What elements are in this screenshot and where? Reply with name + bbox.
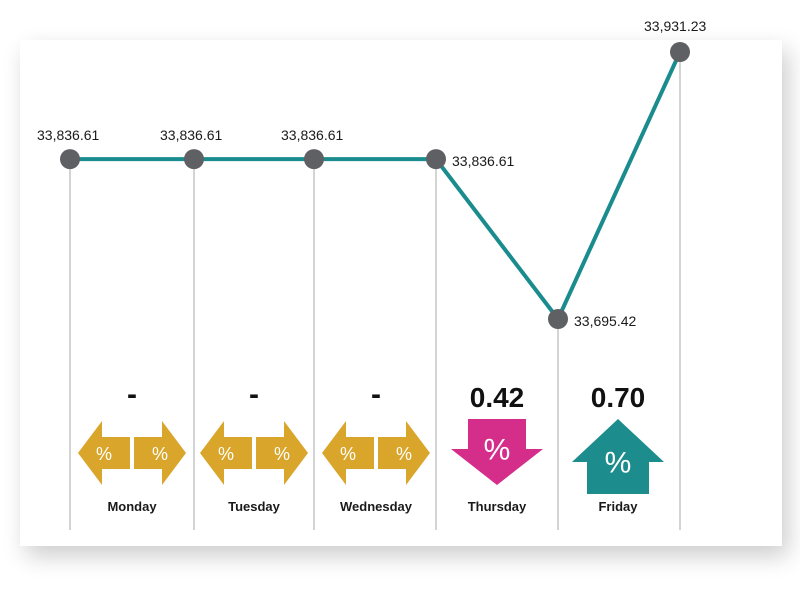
- change-block-tuesday: -% % Tuesday: [200, 378, 308, 514]
- data-label-5: 33,695.42: [574, 313, 636, 329]
- percent-symbol: %: [340, 444, 356, 464]
- left-arrow-shape: [322, 421, 374, 485]
- data-label-3: 33,836.61: [281, 127, 343, 143]
- percent-symbol: %: [218, 444, 234, 464]
- data-label-2: 33,836.61: [160, 127, 222, 143]
- unchanged-arrows-icon: %%: [78, 421, 186, 485]
- percent-symbol: %: [605, 447, 632, 480]
- day-label: Thursday: [468, 499, 527, 514]
- change-block-monday: -% % Monday: [78, 378, 186, 514]
- down-arrow-shape: [451, 419, 543, 485]
- data-point-1: [60, 149, 80, 170]
- data-point-6: [670, 41, 690, 62]
- data-point-3: [304, 149, 324, 170]
- data-label-4: 33,836.61: [452, 153, 514, 169]
- series-line: [68, 49, 682, 321]
- right-arrow-shape: [256, 421, 308, 485]
- percent-symbol: %: [274, 444, 290, 464]
- day-label: Wednesday: [340, 499, 413, 514]
- data-label-6: 33,931.23: [644, 18, 706, 34]
- change-value: -: [249, 378, 259, 411]
- percent-symbol: %: [96, 444, 112, 464]
- data-point-4: [426, 149, 446, 170]
- change-value: -: [127, 378, 137, 411]
- day-label: Friday: [598, 499, 638, 514]
- up-arrow-shape: [572, 419, 664, 494]
- percent-symbol: %: [396, 444, 412, 464]
- change-block-wednesday: -% % Wednesday: [322, 378, 430, 514]
- percent-symbol: %: [152, 444, 168, 464]
- up-arrow-icon: %: [572, 419, 664, 494]
- down-arrow-icon: %: [451, 419, 543, 485]
- left-arrow-shape: [200, 421, 252, 485]
- day-label: Tuesday: [228, 499, 281, 514]
- percent-symbol: %: [484, 434, 511, 467]
- data-point-2: [184, 149, 204, 170]
- right-arrow-shape: [378, 421, 430, 485]
- left-arrow-shape: [78, 421, 130, 485]
- change-block-friday: 0.70% Friday: [572, 382, 664, 514]
- data-point-5: [548, 309, 568, 329]
- change-value: 0.70: [591, 382, 646, 413]
- data-label-1: 33,836.61: [37, 127, 99, 143]
- right-arrow-shape: [134, 421, 186, 485]
- change-block-thursday: 0.42% Thursday: [451, 382, 543, 514]
- change-value: 0.42: [470, 382, 525, 413]
- change-value: -: [371, 378, 381, 411]
- day-label: Monday: [107, 499, 157, 514]
- unchanged-arrows-icon: %%: [200, 421, 308, 485]
- unchanged-arrows-icon: %%: [322, 421, 430, 485]
